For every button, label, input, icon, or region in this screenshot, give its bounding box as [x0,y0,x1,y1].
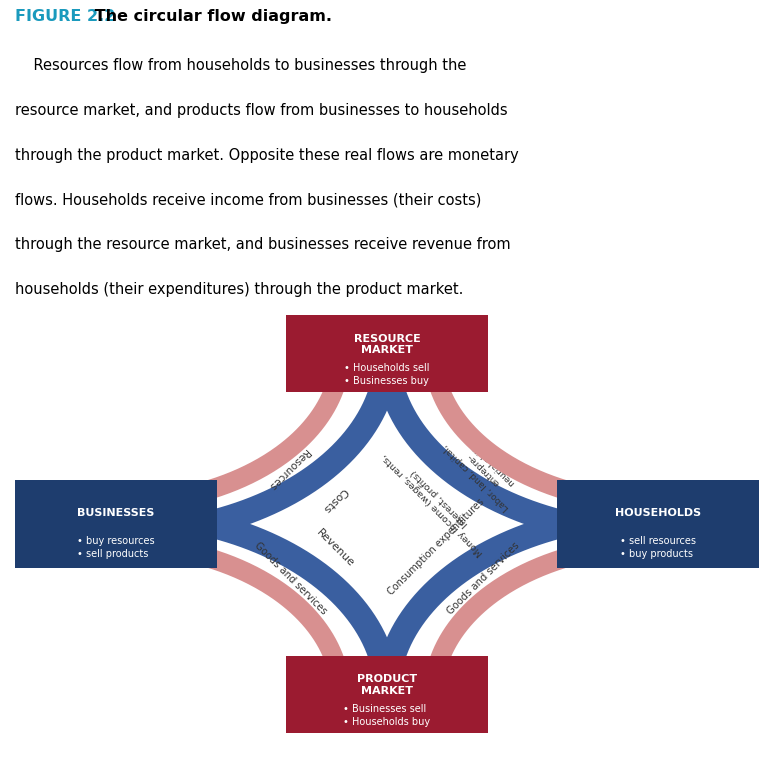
Text: Money income (wages, rents,
Interest, profits): Money income (wages, rents, Interest, pr… [380,445,492,558]
Text: Revenue: Revenue [314,528,356,569]
Text: Resources: Resources [266,447,311,491]
Text: RESOURCE
MARKET: RESOURCE MARKET [354,334,420,355]
Text: • sell resources
• buy products: • sell resources • buy products [620,536,696,559]
Text: • buy resources
• sell products: • buy resources • sell products [77,536,155,559]
Text: Resources flow from households to businesses through the: Resources flow from households to busine… [15,58,467,73]
FancyBboxPatch shape [286,655,488,733]
Text: The circular flow diagram.: The circular flow diagram. [89,9,332,23]
Text: • Businesses sell
• Households buy: • Businesses sell • Households buy [344,704,430,726]
Text: PRODUCT
MARKET: PRODUCT MARKET [357,674,417,696]
Text: • Households sell
• Businesses buy: • Households sell • Businesses buy [344,363,430,386]
FancyBboxPatch shape [557,480,759,568]
Text: through the product market. Opposite these real flows are monetary: through the product market. Opposite the… [15,148,519,163]
Text: Costs: Costs [320,486,349,514]
Text: through the resource market, and businesses receive revenue from: through the resource market, and busines… [15,237,511,253]
Text: Consumption expenditures: Consumption expenditures [386,497,486,597]
Text: households (their expenditures) through the product market.: households (their expenditures) through … [15,282,464,297]
Text: Goods and services: Goods and services [446,540,522,616]
Text: FIGURE 2.2: FIGURE 2.2 [15,9,116,23]
FancyBboxPatch shape [15,480,217,568]
Text: BUSINESSES: BUSINESSES [77,508,155,518]
FancyBboxPatch shape [286,315,488,393]
Text: HOUSEHOLDS: HOUSEHOLDS [615,508,701,518]
Text: Goods and services: Goods and services [252,540,328,616]
Text: flows. Households receive income from businesses (their costs): flows. Households receive income from bu… [15,192,482,207]
Text: resource market, and products flow from businesses to households: resource market, and products flow from … [15,102,508,118]
Text: Labor, land, capital,
entrepre-
neurial ability: Labor, land, capital, entrepre- neurial … [442,428,526,512]
